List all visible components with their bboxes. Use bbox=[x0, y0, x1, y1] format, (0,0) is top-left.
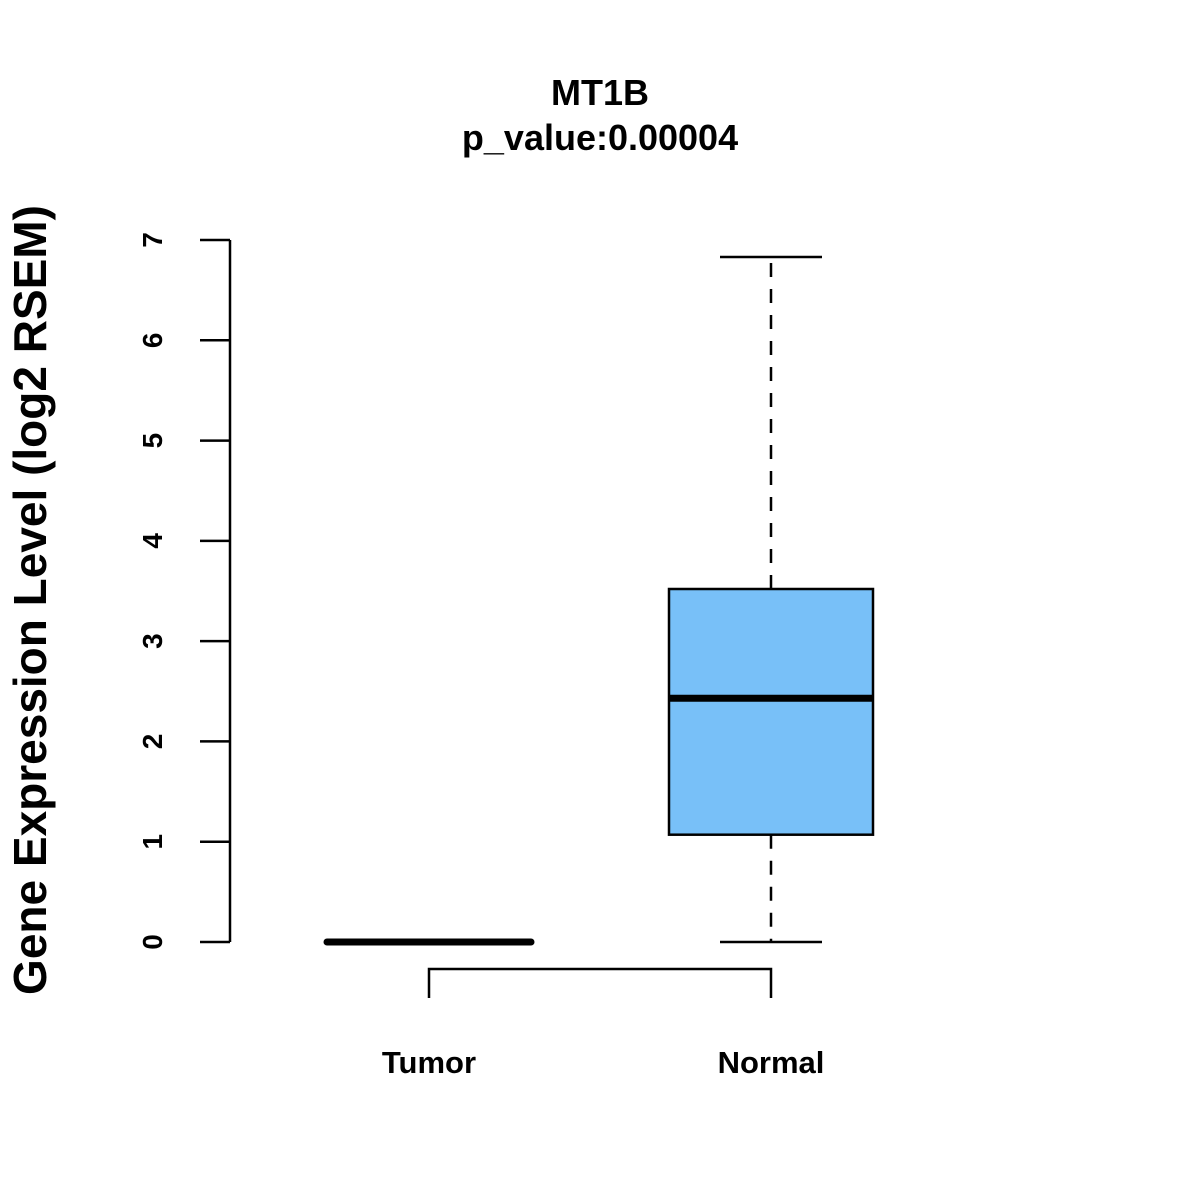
bracket-line bbox=[427, 967, 773, 998]
y-tick-label: 3 bbox=[137, 633, 168, 649]
iqr-box bbox=[667, 587, 875, 836]
x-category-label-normal: Normal bbox=[718, 1045, 825, 1080]
y-axis-label: Gene Expression Level (log2 RSEM) bbox=[4, 205, 56, 995]
box-series bbox=[323, 255, 875, 946]
comparison-bracket bbox=[427, 967, 773, 998]
x-category-label-tumor: Tumor bbox=[382, 1045, 476, 1080]
y-tick-label: 7 bbox=[137, 232, 168, 248]
chart-subtitle: p_value:0.00004 bbox=[462, 117, 738, 158]
y-tick-label: 4 bbox=[137, 533, 168, 549]
y-tick-label: 0 bbox=[137, 934, 168, 950]
y-axis: 0 1 2 3 4 5 6 7 bbox=[137, 232, 232, 950]
chart-title: MT1B bbox=[551, 72, 649, 113]
y-tick-label: 2 bbox=[137, 734, 168, 750]
box-normal bbox=[667, 255, 875, 944]
y-tick-label: 5 bbox=[137, 433, 168, 449]
y-tick-label: 6 bbox=[137, 332, 168, 348]
category-labels: Tumor Normal bbox=[382, 1045, 824, 1080]
y-tick-label: 1 bbox=[137, 834, 168, 850]
